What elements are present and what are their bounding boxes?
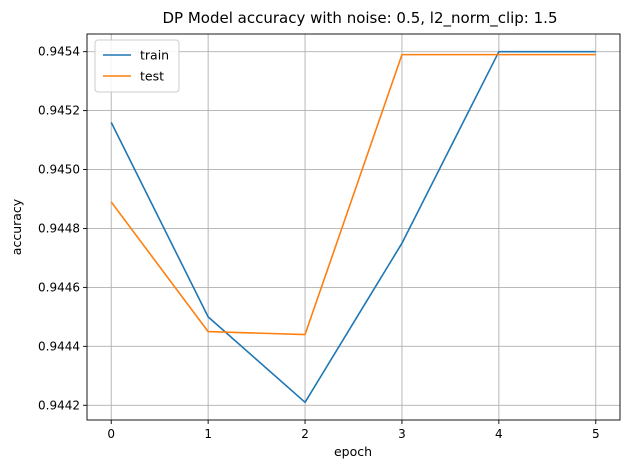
y-tick-label: 0.9444 [38, 339, 80, 353]
legend-label-test: test [140, 69, 164, 84]
y-tick-label: 0.9442 [38, 398, 80, 412]
y-tick-label: 0.9450 [38, 163, 80, 177]
x-tick-label: 1 [204, 427, 212, 441]
y-tick-label: 0.9452 [38, 104, 80, 118]
y-tick-label: 0.9454 [38, 45, 80, 59]
legend-box [94, 39, 180, 93]
x-tick-label: 2 [301, 427, 309, 441]
legend-label-train: train [140, 48, 169, 63]
series-line-train [110, 50, 596, 404]
x-tick-label: 0 [107, 427, 115, 441]
chart-title: DP Model accuracy with noise: 0.5, l2_no… [162, 9, 557, 28]
x-axis-label: epoch [334, 444, 372, 459]
series-lines [110, 50, 596, 404]
legend: train test [94, 39, 180, 93]
y-tick-label: 0.9446 [38, 280, 80, 294]
y-axis-ticks: 0.9442 0.9444 0.9446 0.9448 0.9450 0.9452 0.94… [38, 45, 87, 412]
y-tick-label: 0.9448 [38, 221, 80, 235]
x-tick-label: 4 [495, 427, 503, 441]
x-tick-label: 5 [592, 427, 600, 441]
y-axis-label: accuracy [9, 198, 24, 255]
x-axis-ticks: 0 1 2 3 4 5 [107, 420, 600, 441]
x-tick-label: 3 [398, 427, 406, 441]
series-line-test [110, 53, 596, 336]
plot-frame [86, 33, 621, 421]
